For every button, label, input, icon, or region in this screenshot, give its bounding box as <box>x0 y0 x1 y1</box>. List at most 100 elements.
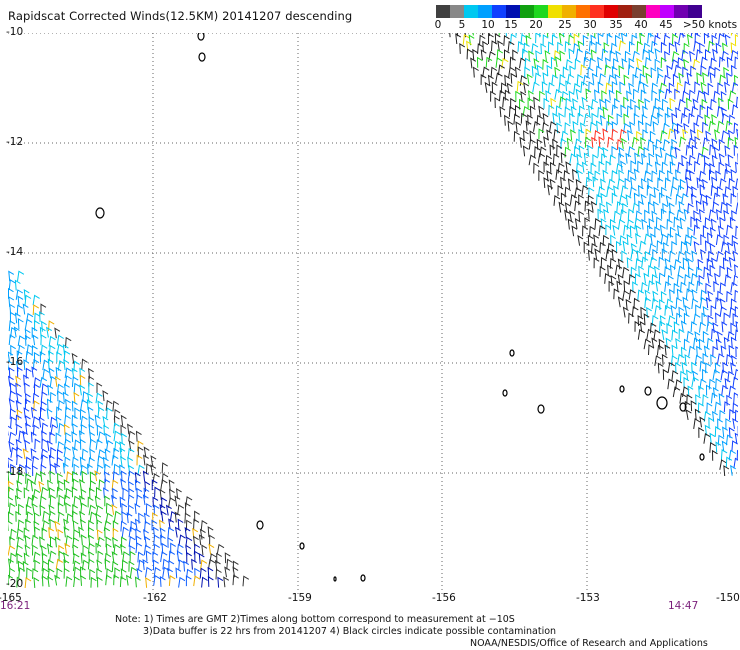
wind-barb-icon <box>591 112 598 124</box>
wind-barb-icon <box>16 350 23 362</box>
wind-barb-icon <box>690 65 697 77</box>
wind-barb-icon <box>717 120 725 132</box>
wind-barb-icon <box>717 353 725 364</box>
wind-barb-icon <box>587 194 594 206</box>
wind-barb-icon <box>73 566 81 578</box>
wind-barb-icon <box>702 394 709 406</box>
wind-barb-icon <box>49 494 56 506</box>
island-icon <box>644 386 652 396</box>
wind-map[interactable] <box>8 33 738 595</box>
wind-barb-icon <box>519 74 527 86</box>
wind-barb-icon <box>48 510 56 522</box>
wind-barb-icon <box>693 40 701 52</box>
wind-barb-icon <box>682 386 690 397</box>
wind-barb-icon <box>733 240 738 252</box>
wind-barb-icon <box>734 329 738 341</box>
wind-barb-icon <box>119 464 126 476</box>
wind-barb-icon <box>455 33 462 45</box>
wind-barb-icon <box>683 81 691 92</box>
wind-barb-icon <box>547 184 554 196</box>
wind-barb-icon <box>565 97 572 109</box>
wind-barb-icon <box>676 123 683 134</box>
wind-barb-icon <box>734 368 738 380</box>
wind-barb-icon <box>557 185 564 196</box>
legend-label: 15 <box>504 19 518 31</box>
wind-barb-icon <box>696 72 703 84</box>
wind-barb-icon <box>56 486 63 498</box>
wind-barb-icon <box>655 280 662 292</box>
wind-barb-icon <box>633 297 640 309</box>
wind-barb-icon <box>55 558 64 570</box>
wind-barb-icon <box>693 122 700 134</box>
wind-barb-icon <box>23 374 29 386</box>
wind-barb-icon <box>153 534 160 546</box>
wind-barb-icon <box>621 250 628 262</box>
wind-barb-icon <box>698 170 707 182</box>
wind-barb-icon <box>640 178 647 190</box>
wind-barb-icon <box>671 59 679 70</box>
wind-barb-icon <box>569 194 578 205</box>
wind-barb-icon <box>730 354 737 366</box>
wind-barb-icon <box>590 162 597 174</box>
wind-barb-icon <box>688 345 696 357</box>
wind-barb-icon <box>23 487 30 499</box>
wind-barb-icon <box>113 543 121 555</box>
wind-barb-icon <box>619 81 626 93</box>
wind-barb-icon <box>105 512 113 524</box>
wind-barb-icon <box>643 233 652 245</box>
wind-barb-icon <box>656 344 664 356</box>
wind-barb-icon <box>41 430 47 442</box>
wind-barb-icon <box>693 337 700 349</box>
start-time: 16:21 <box>0 600 31 612</box>
wind-barb-icon <box>71 470 78 482</box>
wind-barb-icon <box>629 225 636 237</box>
wind-barb-icon <box>674 88 681 100</box>
wind-barb-icon <box>79 384 86 396</box>
wind-barb-icon <box>198 552 205 564</box>
wind-barb-icon <box>512 49 519 61</box>
wind-barb-icon <box>232 574 239 586</box>
wind-barb-icon <box>731 104 738 116</box>
wind-barb-icon <box>542 122 549 134</box>
wind-barb-icon <box>510 97 516 109</box>
wind-barb-icon <box>63 558 70 570</box>
wind-barb-icon <box>611 81 618 93</box>
wind-barb-icon <box>693 210 700 222</box>
wind-barb-icon <box>8 375 14 387</box>
wind-barb-icon <box>719 306 727 317</box>
wind-barb-icon <box>71 446 78 458</box>
wind-barb-icon <box>691 105 699 117</box>
wind-barb-icon <box>8 486 14 498</box>
wind-barb-icon <box>706 258 713 270</box>
wind-barb-icon <box>605 82 613 94</box>
wind-barb-icon <box>721 321 728 333</box>
wind-barb-icon <box>724 145 731 157</box>
wind-barb-icon <box>671 240 678 252</box>
wind-barb-icon <box>639 240 647 252</box>
wind-barb-icon <box>168 497 176 508</box>
wind-barb-icon <box>125 574 132 586</box>
wind-barb-icon <box>39 536 45 548</box>
wind-barb-icon <box>583 152 590 164</box>
wind-barb-icon <box>605 160 612 172</box>
wind-barb-icon <box>40 334 47 346</box>
wind-barb-icon <box>691 376 699 388</box>
wind-barb-icon <box>626 90 632 102</box>
wind-barb-icon <box>715 338 722 350</box>
wind-barb-icon <box>723 312 730 324</box>
wind-barb-icon <box>726 202 733 214</box>
wind-barb-icon <box>143 529 149 540</box>
wind-barb-icon <box>580 81 588 93</box>
wind-barb-icon <box>598 136 605 148</box>
wind-barb-icon <box>543 97 550 109</box>
wind-barb-icon <box>572 98 578 110</box>
wind-barb-icon <box>687 226 694 238</box>
wind-barb-icon <box>640 89 647 101</box>
wind-barb-icon <box>479 34 486 46</box>
wind-barb-icon <box>97 550 104 562</box>
wind-barb-icon <box>655 216 663 228</box>
wind-barb-icon <box>534 72 542 84</box>
wind-barb-icon <box>627 64 635 76</box>
wind-barb-icon <box>691 144 698 156</box>
wind-barb-icon <box>707 33 709 38</box>
